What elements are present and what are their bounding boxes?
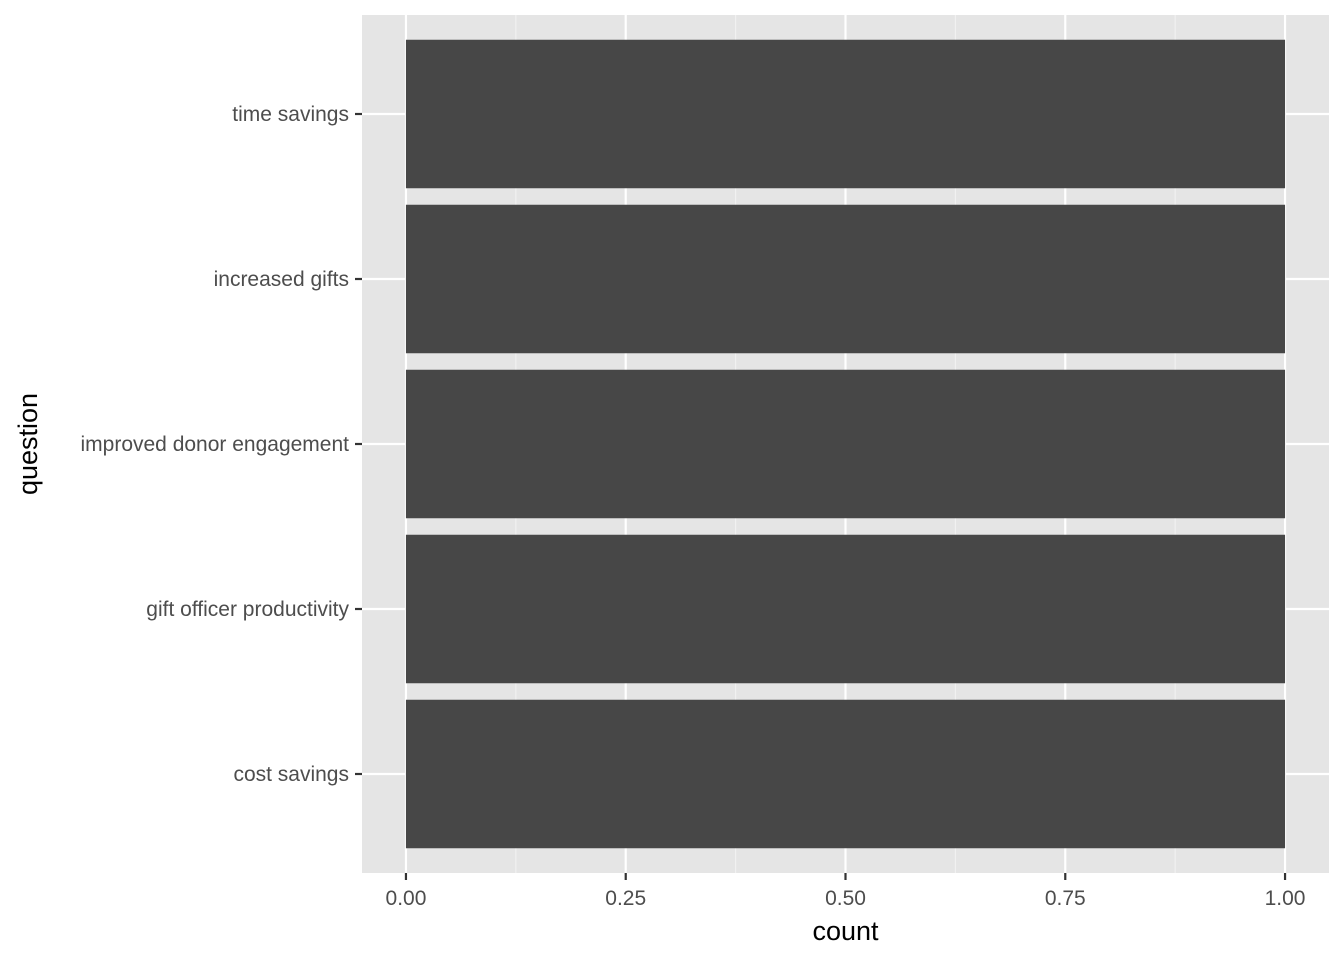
y-tick-label: increased gifts	[214, 268, 349, 291]
bar	[405, 39, 1286, 189]
x-axis-title: count	[812, 916, 879, 946]
bar	[405, 204, 1286, 354]
x-tick-label: 0.00	[386, 887, 427, 910]
x-tick-label: 0.25	[605, 887, 646, 910]
y-axis-title: question	[13, 393, 43, 495]
x-tick-label: 0.50	[825, 887, 866, 910]
x-axis: 0.00 0.25 0.50 0.75 1.00	[386, 873, 1306, 910]
bar	[405, 534, 1286, 684]
y-tick-label: cost savings	[233, 763, 349, 786]
x-tick-label: 1.00	[1265, 887, 1306, 910]
y-tick-label: gift officer productivity	[146, 598, 349, 621]
bars	[405, 39, 1286, 849]
bar	[405, 699, 1286, 849]
y-tick-label: improved donor engagement	[80, 433, 349, 456]
bar	[405, 369, 1286, 519]
y-tick-label: time savings	[232, 103, 349, 126]
x-tick-label: 0.75	[1045, 887, 1086, 910]
y-axis: cost savings gift officer productivity imp…	[80, 103, 362, 786]
